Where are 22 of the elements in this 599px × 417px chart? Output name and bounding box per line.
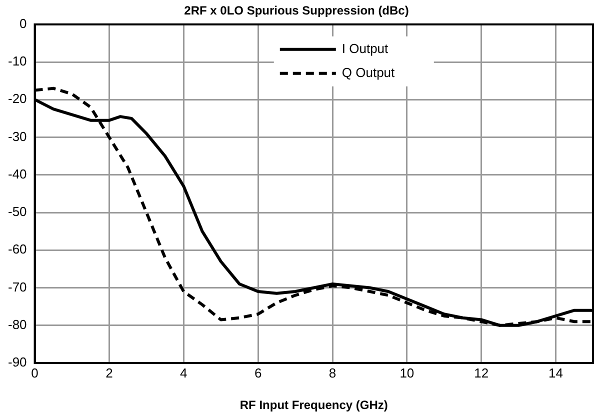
y-tick-label: 0 (20, 16, 27, 31)
y-tick-label: -70 (8, 279, 27, 294)
x-tick-label: 0 (31, 365, 38, 380)
x-axis-title: RF Input Frequency (GHz) (240, 398, 388, 412)
x-tick-label: 10 (400, 365, 414, 380)
y-tick-label: -40 (8, 166, 27, 182)
y-tick-label: -10 (8, 54, 27, 69)
y-tick-label: -20 (8, 91, 27, 106)
y-tick-label: -60 (8, 242, 27, 257)
y-tick-label: -90 (8, 354, 27, 370)
x-tick-label: 8 (328, 365, 336, 380)
x-tick-label: 14 (548, 365, 564, 380)
x-tick-label: 12 (474, 365, 489, 380)
x-tick-label: 6 (254, 365, 262, 380)
legend-label: Q Output (342, 64, 396, 80)
x-tick-label: 2 (106, 365, 113, 380)
y-tick-label: -80 (8, 316, 27, 332)
x-tick-label: 4 (180, 365, 188, 380)
y-tick-label: -50 (8, 204, 27, 220)
chart-title: 2RF x 0LO Spurious Suppression (dBc) (184, 4, 409, 18)
legend-label: I Output (342, 40, 389, 56)
y-tick-label: -30 (8, 128, 27, 144)
